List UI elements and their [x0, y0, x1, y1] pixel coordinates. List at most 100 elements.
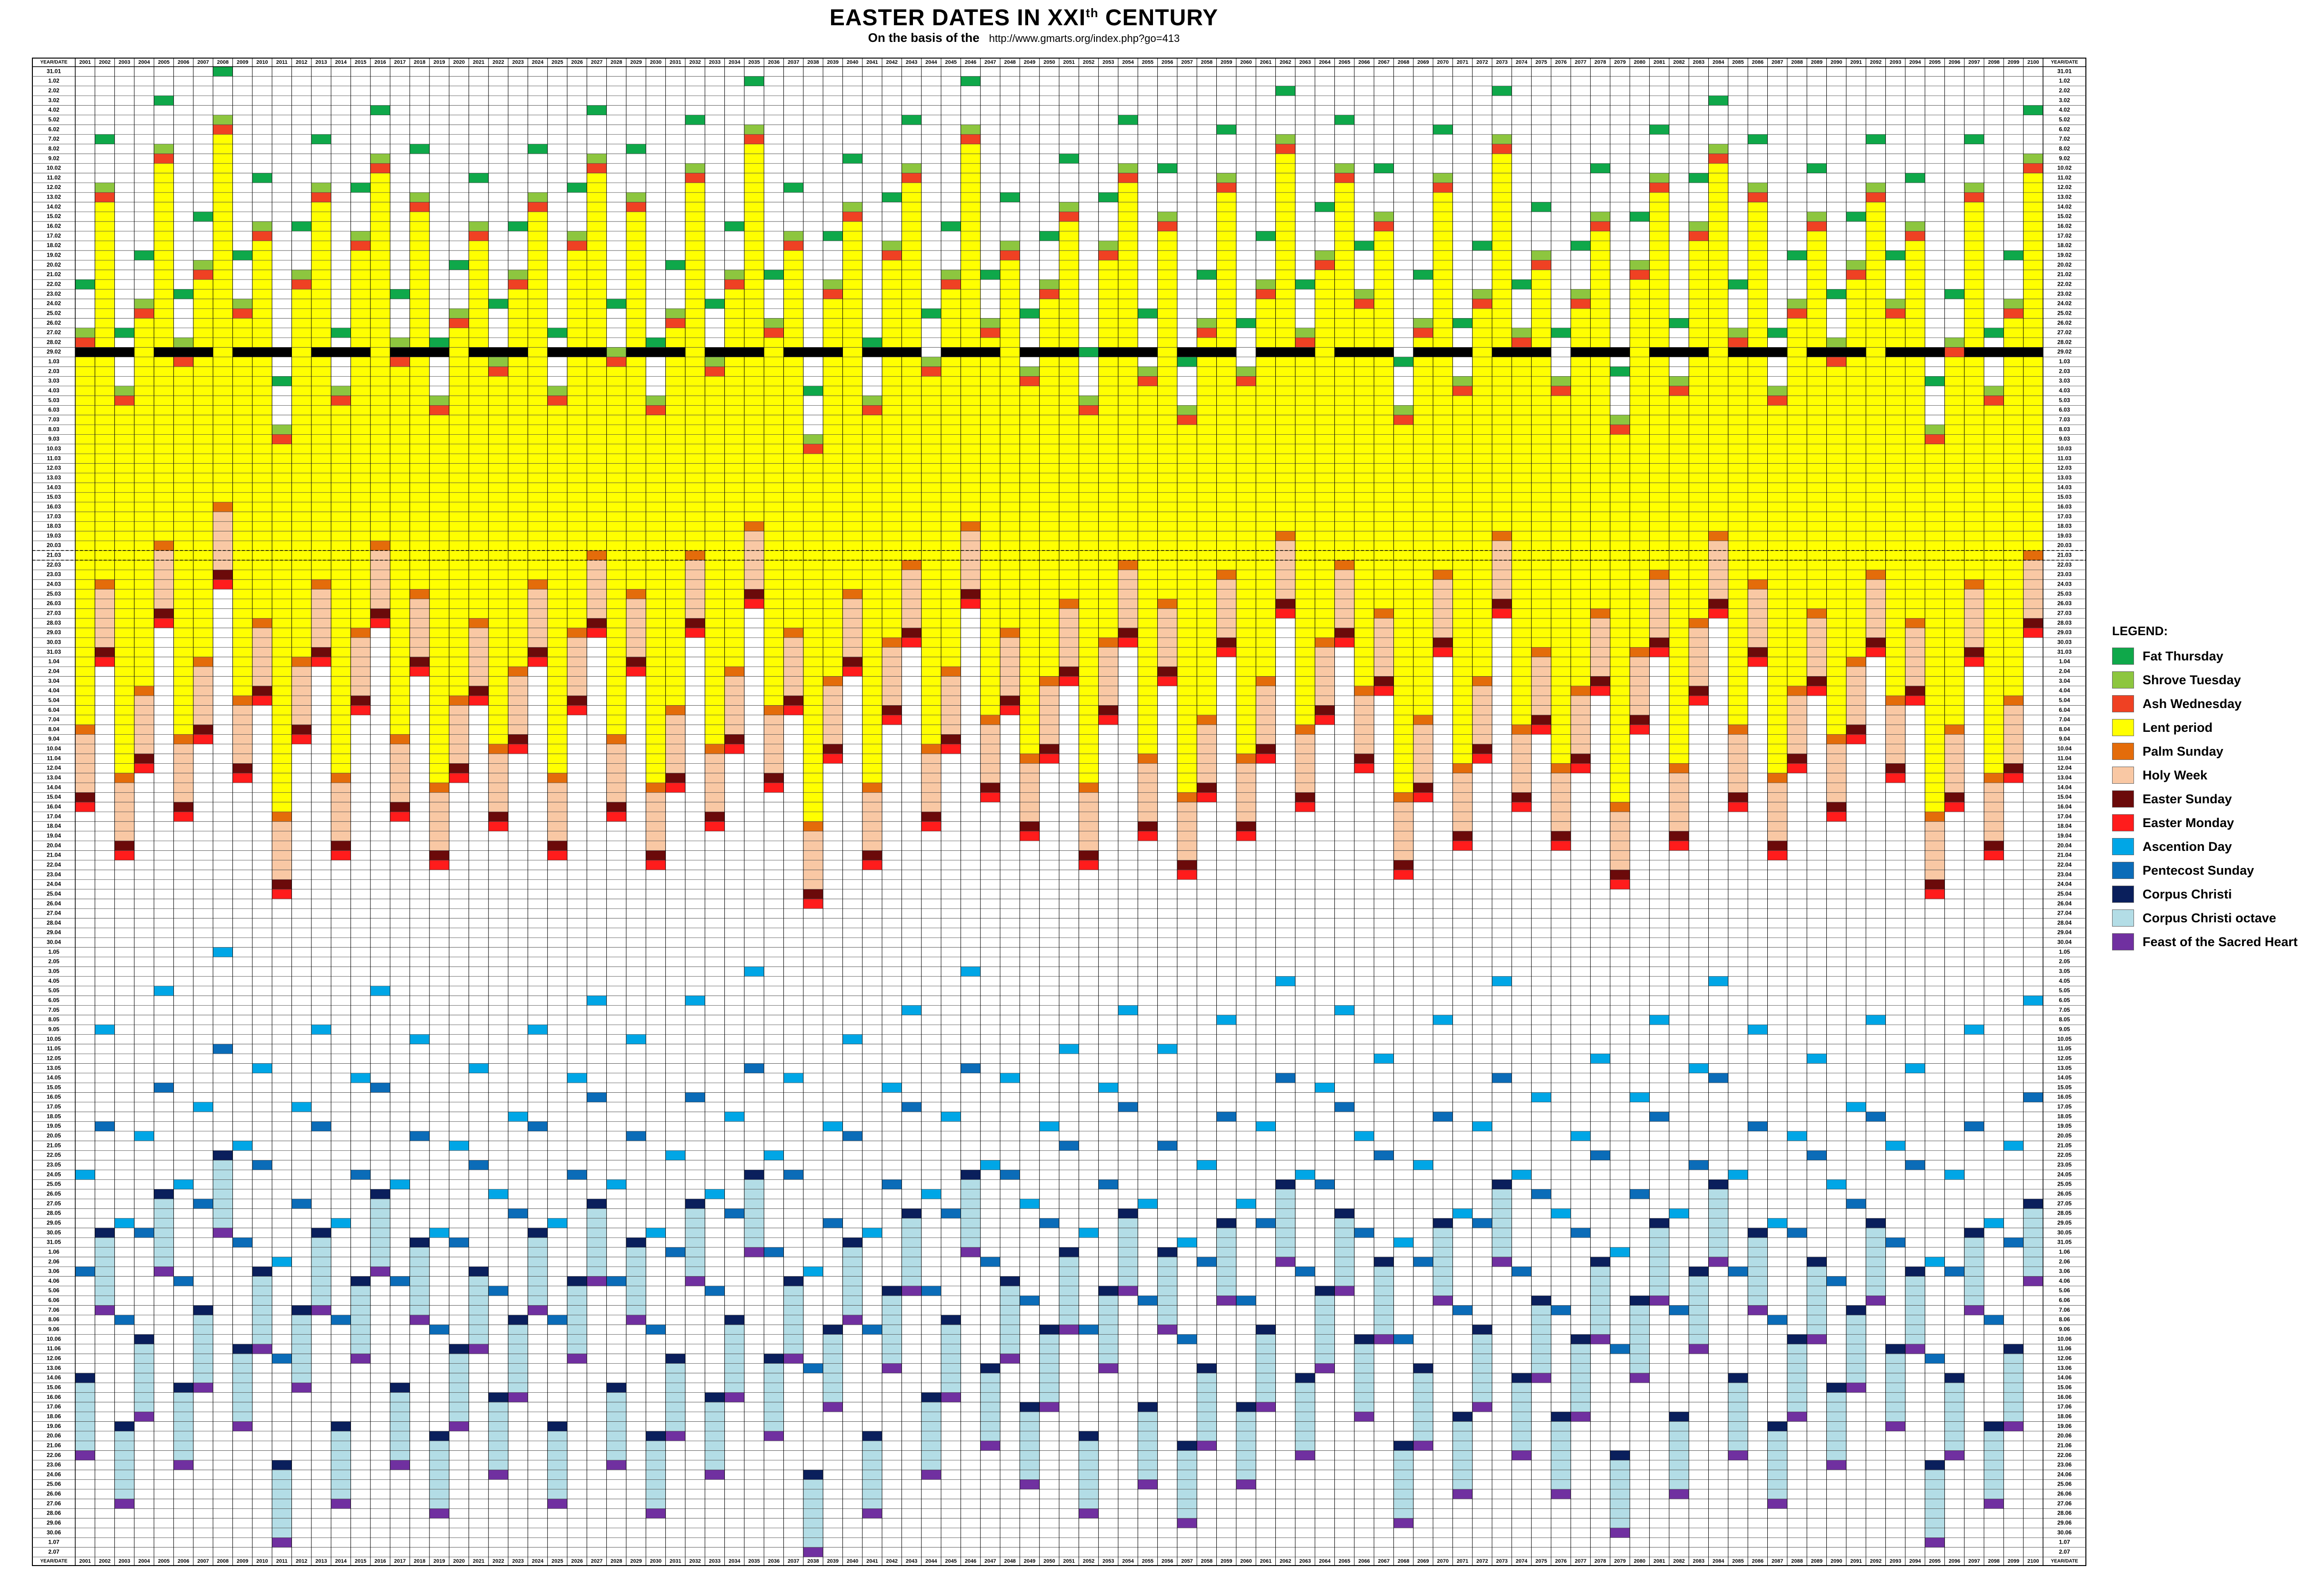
- lent-cell: [390, 705, 410, 715]
- lent-cell: [370, 309, 391, 319]
- corpus-christi-octave-cell: [1216, 1286, 1236, 1296]
- lent-cell: [961, 357, 981, 367]
- holy-week-cell: [1079, 840, 1099, 851]
- lent-cell: [311, 289, 331, 299]
- palm-sunday-cell: [1590, 609, 1610, 619]
- sacred-heart-cell: [1197, 1441, 1217, 1451]
- lent-cell: [449, 569, 469, 580]
- lent-cell: [469, 240, 489, 251]
- palm-sunday-cell: [232, 696, 252, 706]
- lent-cell: [1177, 676, 1197, 686]
- holy-week-cell: [1630, 686, 1650, 696]
- source-url[interactable]: http://www.gmarts.org/index.php?go=413: [989, 32, 1180, 44]
- lent-cell: [646, 540, 666, 551]
- corpus-christi-octave-cell: [488, 1412, 509, 1422]
- lent-cell: [1059, 357, 1079, 367]
- lent-cell: [291, 376, 311, 386]
- lent-cell: [1433, 511, 1453, 522]
- pentecost-sunday-cell: [1020, 1296, 1040, 1306]
- ash-wednesday-cell: [508, 279, 528, 289]
- lent-cell: [1590, 569, 1610, 580]
- lent-cell: [646, 589, 666, 599]
- corpus-christi-octave-cell: [1413, 1412, 1433, 1422]
- lent-cell: [744, 357, 764, 367]
- ash-wednesday-cell: [1295, 338, 1315, 348]
- lent-cell: [646, 473, 666, 483]
- lent-cell: [646, 434, 666, 444]
- corpus-christi-cell: [114, 1421, 134, 1431]
- non-leap-day-cell: [429, 347, 450, 357]
- sacred-heart-cell: [862, 1508, 882, 1518]
- lent-cell: [1039, 647, 1059, 657]
- lent-cell: [449, 482, 469, 493]
- easter-monday-cell: [1630, 725, 1650, 735]
- palm-sunday-cell: [390, 734, 410, 744]
- lent-cell: [882, 367, 902, 377]
- holy-week-cell: [547, 802, 567, 812]
- corpus-christi-octave-cell: [410, 1286, 430, 1296]
- lent-cell: [1000, 289, 1020, 299]
- lent-cell: [173, 444, 193, 454]
- lent-cell: [1197, 550, 1217, 560]
- corpus-christi-cell: [1098, 1286, 1118, 1296]
- lent-cell: [1138, 482, 1158, 493]
- fat-thursday-cell: [1315, 202, 1335, 212]
- lent-cell: [1256, 550, 1276, 560]
- lent-cell: [744, 231, 764, 241]
- lent-cell: [1393, 647, 1413, 657]
- lent-cell: [1610, 638, 1630, 648]
- fat-thursday-cell: [1020, 309, 1040, 319]
- lent-cell: [587, 444, 607, 454]
- easter-monday-cell: [1157, 676, 1177, 686]
- lent-cell: [862, 463, 882, 473]
- holy-week-cell: [508, 715, 528, 725]
- lent-cell: [154, 357, 174, 367]
- lent-cell: [213, 347, 233, 357]
- lent-cell: [1590, 560, 1610, 570]
- lent-cell: [1039, 628, 1059, 638]
- ascension-day-cell: [1374, 1054, 1394, 1064]
- lent-cell: [587, 386, 607, 396]
- lent-cell: [449, 579, 469, 589]
- lent-cell: [1098, 579, 1118, 589]
- holy-week-cell: [547, 783, 567, 793]
- lent-cell: [1452, 657, 1473, 667]
- corpus-christi-octave-cell: [193, 1315, 213, 1325]
- lent-cell: [803, 463, 823, 473]
- lent-cell: [1512, 405, 1532, 415]
- lent-cell: [449, 328, 469, 338]
- corpus-christi-octave-cell: [606, 1441, 626, 1451]
- sacred-heart-cell: [665, 1431, 685, 1441]
- easter-monday-cell: [429, 860, 450, 870]
- lent-cell: [1492, 482, 1512, 493]
- holy-week-cell: [1334, 569, 1354, 580]
- lent-cell: [1374, 560, 1394, 570]
- lent-cell: [764, 599, 784, 609]
- holy-week-cell: [1059, 657, 1079, 667]
- lent-cell: [1059, 521, 1079, 531]
- corpus-christi-octave-cell: [1452, 1441, 1473, 1451]
- lent-cell: [1590, 599, 1610, 609]
- lent-cell: [961, 182, 981, 193]
- lent-cell: [1433, 279, 1453, 289]
- lent-cell: [1000, 415, 1020, 425]
- lent-cell: [1531, 309, 1551, 319]
- holy-week-cell: [1551, 792, 1571, 802]
- lent-cell: [1571, 638, 1591, 648]
- easter-monday-cell: [1590, 686, 1610, 696]
- lent-cell: [665, 579, 685, 589]
- lent-cell: [1590, 279, 1610, 289]
- lent-cell: [567, 618, 587, 628]
- ash-wednesday-cell: [351, 240, 371, 251]
- lent-cell: [1492, 221, 1512, 231]
- holy-week-cell: [685, 599, 705, 609]
- corpus-christi-octave-cell: [567, 1325, 587, 1335]
- lent-cell: [232, 521, 252, 531]
- lent-cell: [823, 599, 843, 609]
- corpus-christi-octave-cell: [370, 1247, 391, 1257]
- ascension-day-cell: [606, 1179, 626, 1189]
- lent-cell: [941, 569, 961, 580]
- lent-cell: [508, 531, 528, 541]
- corpus-christi-octave-cell: [1433, 1247, 1453, 1257]
- holy-week-cell: [803, 850, 823, 860]
